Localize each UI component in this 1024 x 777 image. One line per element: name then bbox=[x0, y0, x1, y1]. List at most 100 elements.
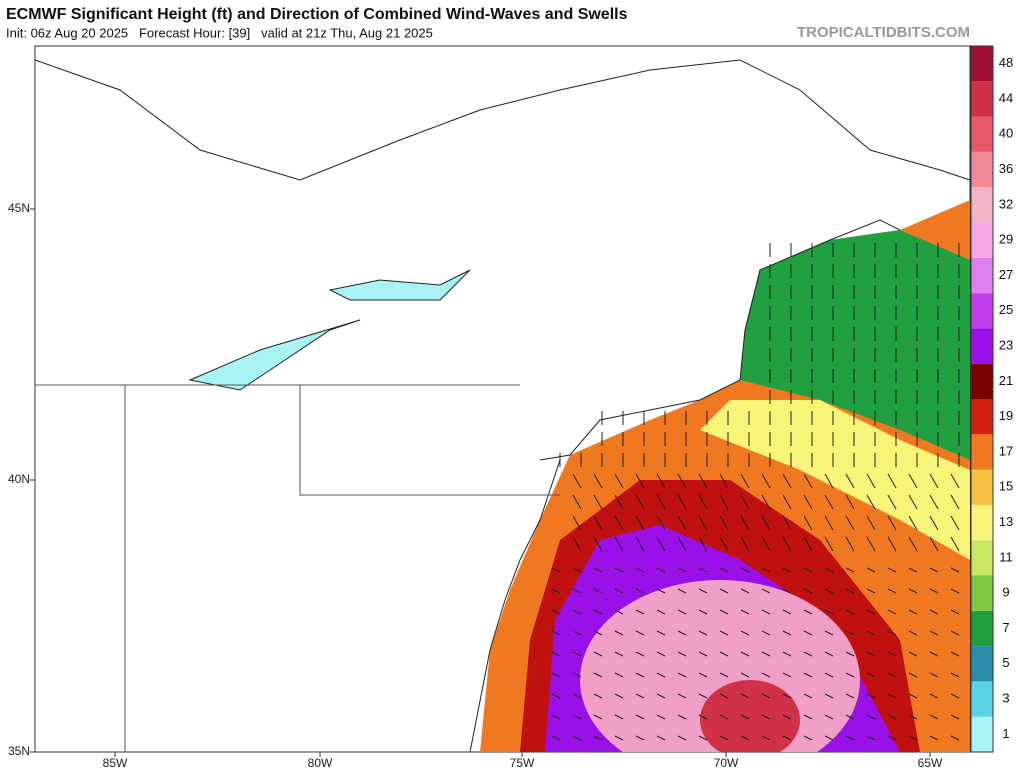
wave-arrow bbox=[803, 609, 813, 615]
colorbar-segment bbox=[971, 293, 993, 329]
wave-arrow bbox=[698, 693, 708, 699]
wave-arrow bbox=[950, 630, 960, 636]
wave-arrow bbox=[740, 494, 750, 510]
wave-arrow bbox=[803, 651, 813, 657]
wave-arrow bbox=[572, 693, 582, 699]
colorbar-segment bbox=[971, 399, 993, 435]
wave-arrow bbox=[677, 672, 687, 678]
wave-arrow bbox=[803, 735, 813, 741]
colorbar-segment bbox=[971, 222, 993, 258]
coastline bbox=[539, 219, 901, 461]
wave-arrow bbox=[719, 588, 729, 594]
wave-arrow bbox=[719, 630, 729, 636]
wave-arrow bbox=[677, 735, 687, 741]
wave-arrow bbox=[950, 672, 960, 678]
wave-arrow bbox=[824, 651, 834, 657]
wave-arrow bbox=[698, 588, 708, 594]
wave-arrow bbox=[803, 536, 813, 552]
wave-arrow bbox=[782, 536, 792, 552]
colorbar-label: 21 bbox=[999, 373, 1013, 388]
wave-arrow bbox=[929, 630, 939, 636]
colorbar-label: 9 bbox=[1002, 585, 1009, 600]
wave-arrow bbox=[866, 651, 876, 657]
wave-arrow bbox=[635, 588, 645, 594]
wave-arrow bbox=[803, 693, 813, 699]
wave-arrow bbox=[635, 494, 645, 510]
state-border bbox=[35, 384, 560, 752]
lake bbox=[188, 319, 361, 391]
wave-arrow bbox=[740, 609, 750, 615]
colorbar-label: 44 bbox=[999, 90, 1013, 105]
wave-arrow bbox=[950, 494, 960, 510]
wave-arrow bbox=[551, 588, 561, 594]
colorbar-frame bbox=[970, 45, 994, 753]
wave-arrow bbox=[782, 588, 792, 594]
wave-arrow bbox=[593, 567, 603, 573]
wave-arrow bbox=[614, 651, 624, 657]
wave-arrow bbox=[656, 651, 666, 657]
wave-arrow bbox=[656, 735, 666, 741]
wave-arrow bbox=[572, 714, 582, 720]
wave-arrow bbox=[677, 473, 687, 489]
wave-arrow bbox=[950, 588, 960, 594]
wave-arrow bbox=[593, 473, 603, 489]
colorbar-label: 25 bbox=[999, 302, 1013, 317]
wave-field bbox=[740, 230, 970, 460]
wave-arrow bbox=[929, 609, 939, 615]
wave-arrow bbox=[698, 651, 708, 657]
wave-arrow bbox=[698, 536, 708, 552]
wave-arrow bbox=[698, 672, 708, 678]
wave-arrow bbox=[656, 630, 666, 636]
subtitle: Init: 06z Aug 20 2025 Forecast Hour: [39… bbox=[6, 25, 433, 40]
wave-arrow bbox=[635, 473, 645, 489]
wave-arrow bbox=[824, 567, 834, 573]
wave-arrow bbox=[740, 693, 750, 699]
colorbar-label: 40 bbox=[999, 126, 1013, 141]
lon-label: 70W bbox=[714, 756, 739, 770]
wave-arrow bbox=[656, 567, 666, 573]
wave-arrow bbox=[551, 651, 561, 657]
wave-arrow bbox=[824, 494, 834, 510]
wave-arrow bbox=[593, 630, 603, 636]
wave-arrow bbox=[950, 473, 960, 489]
lon-label: 75W bbox=[510, 756, 535, 770]
wave-arrow bbox=[908, 567, 918, 573]
wave-arrow bbox=[593, 714, 603, 720]
wave-arrow bbox=[656, 672, 666, 678]
wave-arrow bbox=[740, 515, 750, 531]
wave-field bbox=[700, 400, 970, 560]
colorbar-segment bbox=[971, 46, 993, 82]
wave-arrow bbox=[824, 693, 834, 699]
coastline bbox=[469, 459, 561, 752]
wave-arrow bbox=[908, 609, 918, 615]
wave-arrow bbox=[614, 672, 624, 678]
wave-arrow bbox=[887, 651, 897, 657]
wave-arrow bbox=[719, 567, 729, 573]
wave-arrow bbox=[719, 515, 729, 531]
wave-arrow bbox=[950, 735, 960, 741]
wave-arrow bbox=[677, 714, 687, 720]
wave-arrow bbox=[887, 515, 897, 531]
wave-arrow bbox=[740, 473, 750, 489]
wave-arrow bbox=[824, 515, 834, 531]
wave-arrow bbox=[761, 735, 771, 741]
wave-arrow bbox=[740, 630, 750, 636]
wave-arrow bbox=[635, 714, 645, 720]
colorbar-segment bbox=[971, 434, 993, 470]
wave-arrow bbox=[845, 588, 855, 594]
wave-arrow bbox=[782, 735, 792, 741]
colorbar-label: 29 bbox=[999, 232, 1013, 247]
wave-arrow bbox=[614, 588, 624, 594]
wave-arrow bbox=[656, 494, 666, 510]
wave-arrow bbox=[782, 672, 792, 678]
wave-arrow bbox=[698, 494, 708, 510]
wave-arrow bbox=[614, 567, 624, 573]
wave-arrow bbox=[845, 609, 855, 615]
wave-arrow bbox=[614, 515, 624, 531]
wave-arrow bbox=[908, 714, 918, 720]
wave-arrow bbox=[866, 672, 876, 678]
wave-arrow bbox=[929, 536, 939, 552]
wave-arrow bbox=[950, 515, 960, 531]
wave-arrow bbox=[677, 693, 687, 699]
